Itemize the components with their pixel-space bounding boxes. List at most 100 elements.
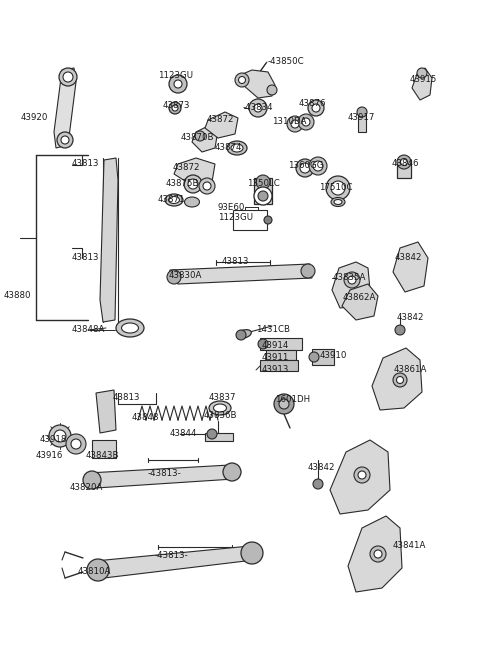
Ellipse shape bbox=[184, 197, 200, 207]
Polygon shape bbox=[174, 158, 215, 186]
Circle shape bbox=[298, 114, 314, 130]
Circle shape bbox=[354, 467, 370, 483]
Text: 43917: 43917 bbox=[348, 114, 375, 122]
Circle shape bbox=[59, 68, 77, 86]
Ellipse shape bbox=[168, 196, 180, 204]
Text: 43844: 43844 bbox=[170, 430, 197, 438]
Text: 43876: 43876 bbox=[299, 99, 326, 108]
Circle shape bbox=[256, 175, 270, 189]
Polygon shape bbox=[54, 68, 76, 148]
Text: -43850C: -43850C bbox=[268, 58, 305, 66]
Circle shape bbox=[264, 216, 272, 224]
Circle shape bbox=[71, 439, 81, 449]
Circle shape bbox=[203, 182, 211, 190]
Circle shape bbox=[296, 159, 314, 177]
Circle shape bbox=[169, 102, 181, 114]
Text: 17510C: 17510C bbox=[319, 183, 352, 191]
Text: 43870B: 43870B bbox=[181, 133, 215, 143]
Text: 43871: 43871 bbox=[158, 196, 185, 204]
Polygon shape bbox=[330, 440, 390, 514]
Circle shape bbox=[83, 471, 101, 489]
Text: 43848A: 43848A bbox=[72, 325, 106, 334]
Text: 1360GG: 1360GG bbox=[288, 160, 324, 170]
Text: 43914: 43914 bbox=[262, 342, 289, 350]
Circle shape bbox=[358, 471, 366, 479]
Text: 43843B: 43843B bbox=[86, 451, 120, 459]
Text: 43813: 43813 bbox=[222, 258, 250, 267]
Circle shape bbox=[239, 76, 245, 83]
Circle shape bbox=[258, 339, 268, 349]
Text: 43810A: 43810A bbox=[78, 568, 111, 576]
Text: 43830A: 43830A bbox=[169, 271, 203, 281]
Polygon shape bbox=[348, 516, 402, 592]
Circle shape bbox=[267, 85, 277, 95]
Polygon shape bbox=[192, 126, 218, 152]
Circle shape bbox=[236, 330, 246, 340]
Circle shape bbox=[309, 352, 319, 362]
Circle shape bbox=[199, 178, 215, 194]
Circle shape bbox=[312, 104, 320, 112]
Polygon shape bbox=[95, 546, 254, 578]
Bar bbox=[358, 110, 366, 132]
Circle shape bbox=[167, 270, 181, 284]
Ellipse shape bbox=[334, 200, 342, 204]
Text: 43872: 43872 bbox=[173, 162, 201, 171]
Circle shape bbox=[235, 73, 249, 87]
Circle shape bbox=[274, 394, 294, 414]
Text: 43910: 43910 bbox=[320, 351, 348, 361]
Bar bbox=[233, 210, 267, 230]
Text: 43880: 43880 bbox=[4, 290, 32, 300]
Circle shape bbox=[400, 158, 408, 166]
Polygon shape bbox=[96, 390, 116, 433]
Bar bbox=[260, 338, 302, 350]
Circle shape bbox=[172, 105, 178, 111]
Circle shape bbox=[258, 191, 268, 201]
Ellipse shape bbox=[116, 319, 144, 337]
Bar bbox=[92, 440, 116, 458]
Circle shape bbox=[396, 376, 404, 384]
Circle shape bbox=[57, 132, 73, 148]
Text: 43873: 43873 bbox=[163, 101, 191, 110]
Circle shape bbox=[254, 104, 262, 112]
Text: 43872: 43872 bbox=[207, 116, 235, 124]
Text: 1350LC: 1350LC bbox=[247, 179, 280, 187]
Circle shape bbox=[188, 179, 198, 189]
Bar bbox=[397, 160, 411, 178]
Polygon shape bbox=[332, 262, 370, 308]
Text: 43813: 43813 bbox=[72, 254, 99, 263]
Circle shape bbox=[184, 175, 202, 193]
Polygon shape bbox=[372, 348, 422, 410]
Text: 93E60: 93E60 bbox=[218, 202, 245, 212]
Bar bbox=[266, 350, 296, 360]
Text: 43813: 43813 bbox=[72, 158, 99, 168]
Circle shape bbox=[348, 276, 356, 284]
Text: 43915: 43915 bbox=[410, 76, 437, 85]
Circle shape bbox=[291, 120, 299, 128]
Circle shape bbox=[308, 100, 324, 116]
Circle shape bbox=[395, 325, 405, 335]
Text: 43911: 43911 bbox=[262, 353, 289, 363]
Text: 1123GU: 1123GU bbox=[218, 214, 253, 223]
Circle shape bbox=[417, 68, 427, 78]
Ellipse shape bbox=[231, 144, 243, 152]
Text: 43874: 43874 bbox=[215, 143, 242, 152]
Text: 43920: 43920 bbox=[21, 114, 48, 122]
Text: 43875B: 43875B bbox=[166, 179, 200, 187]
Circle shape bbox=[223, 463, 241, 481]
Circle shape bbox=[370, 546, 386, 562]
Text: 43836B: 43836B bbox=[204, 411, 238, 420]
Circle shape bbox=[313, 479, 323, 489]
Circle shape bbox=[54, 430, 66, 442]
Polygon shape bbox=[412, 68, 432, 100]
Bar bbox=[205, 433, 233, 441]
Ellipse shape bbox=[237, 330, 252, 338]
Ellipse shape bbox=[227, 141, 247, 155]
Text: 43841A: 43841A bbox=[393, 541, 426, 549]
Circle shape bbox=[254, 187, 272, 205]
Circle shape bbox=[66, 434, 86, 454]
Text: 43842: 43842 bbox=[395, 252, 422, 261]
Ellipse shape bbox=[214, 404, 227, 412]
Circle shape bbox=[393, 373, 407, 387]
Text: 43918: 43918 bbox=[40, 436, 67, 445]
Circle shape bbox=[309, 157, 327, 175]
